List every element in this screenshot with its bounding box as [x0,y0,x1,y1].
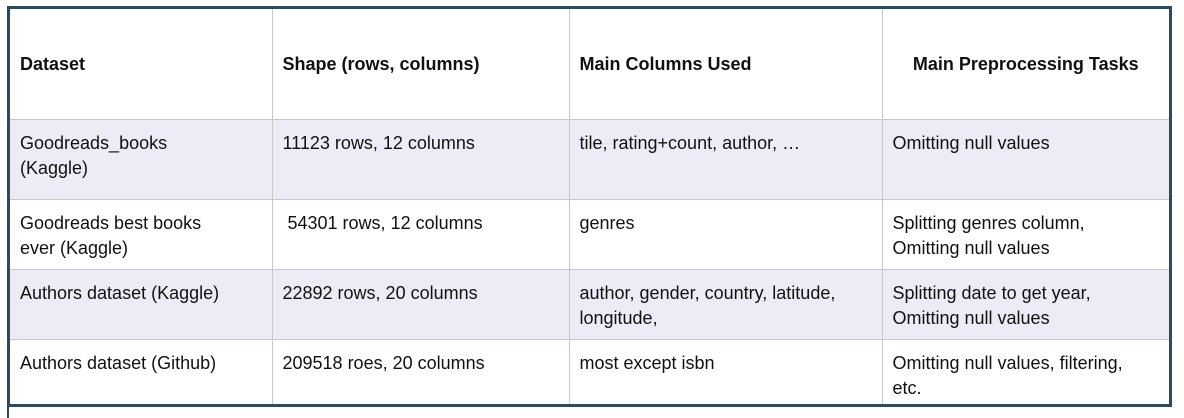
cell-shape: 209518 roes, 20 columns [271,339,570,404]
table-row: Authors dataset (Github) 209518 roes, 20… [10,339,1169,404]
cell-text: Splitting genres column, Omitting null v… [892,213,1085,258]
cell-text: Authors dataset (Kaggle) [20,283,220,303]
cell-columns: author, gender, country, latitude, longi… [568,269,883,340]
table-row: Authors dataset (Kaggle) 22892 rows, 20 … [10,269,1169,340]
cell-text: 11123 rows, 12 columns [282,133,475,153]
cell-dataset: Authors dataset (Github) [10,339,273,404]
cell-text: 209518 roes, 20 columns [282,353,485,373]
cell-tasks: Splitting genres column, Omitting null v… [881,199,1169,270]
cell-text: Goodreads best books ever (Kaggle) [20,213,202,258]
cell-text: most except isbn [579,353,715,373]
cell-shape: 22892 rows, 20 columns [271,269,570,340]
dataset-table-frame: Dataset Shape (rows, columns) Main Colum… [7,6,1172,407]
cell-columns: most except isbn [568,339,883,404]
cell-dataset: Authors dataset (Kaggle) [10,269,273,340]
border-tick [7,406,9,418]
header-dataset: Dataset [10,9,273,120]
header-shape: Shape (rows, columns) [271,9,570,120]
cell-shape: 11123 rows, 12 columns [271,119,570,200]
cell-text: genres [579,213,635,233]
table-header-row: Dataset Shape (rows, columns) Main Colum… [10,9,1169,120]
cell-dataset: Goodreads_books (Kaggle) [10,119,273,200]
cell-tasks: Omitting null values, filtering, etc. [881,339,1169,404]
cell-tasks: Omitting null values [881,119,1169,200]
table-row: Goodreads_books (Kaggle) 11123 rows, 12 … [10,119,1169,200]
cell-columns: tile, rating+count, author, … [568,119,883,200]
cell-text: tile, rating+count, author, … [579,133,801,153]
header-main-columns: Main Columns Used [568,9,883,120]
header-preprocessing: Main Preprocessing Tasks [881,9,1169,120]
cell-columns: genres [568,199,883,270]
dataset-table: Dataset Shape (rows, columns) Main Colum… [10,9,1169,404]
cell-text: Splitting date to get year, Omitting nul… [892,283,1091,328]
cell-dataset: Goodreads best books ever (Kaggle) [10,199,273,270]
cell-text: Omitting null values, filtering, etc. [892,353,1123,398]
table-row: Goodreads best books ever (Kaggle) 54301… [10,199,1169,270]
cell-text: Authors dataset (Github) [20,353,217,373]
cell-text: 22892 rows, 20 columns [282,283,478,303]
cell-text: Goodreads_books (Kaggle) [20,133,168,178]
cell-text: author, gender, country, latitude, longi… [579,283,836,328]
cell-tasks: Splitting date to get year, Omitting nul… [881,269,1169,340]
cell-shape: 54301 rows, 12 columns [271,199,570,270]
cell-text: Omitting null values [892,133,1050,153]
cell-text: 54301 rows, 12 columns [282,213,483,233]
